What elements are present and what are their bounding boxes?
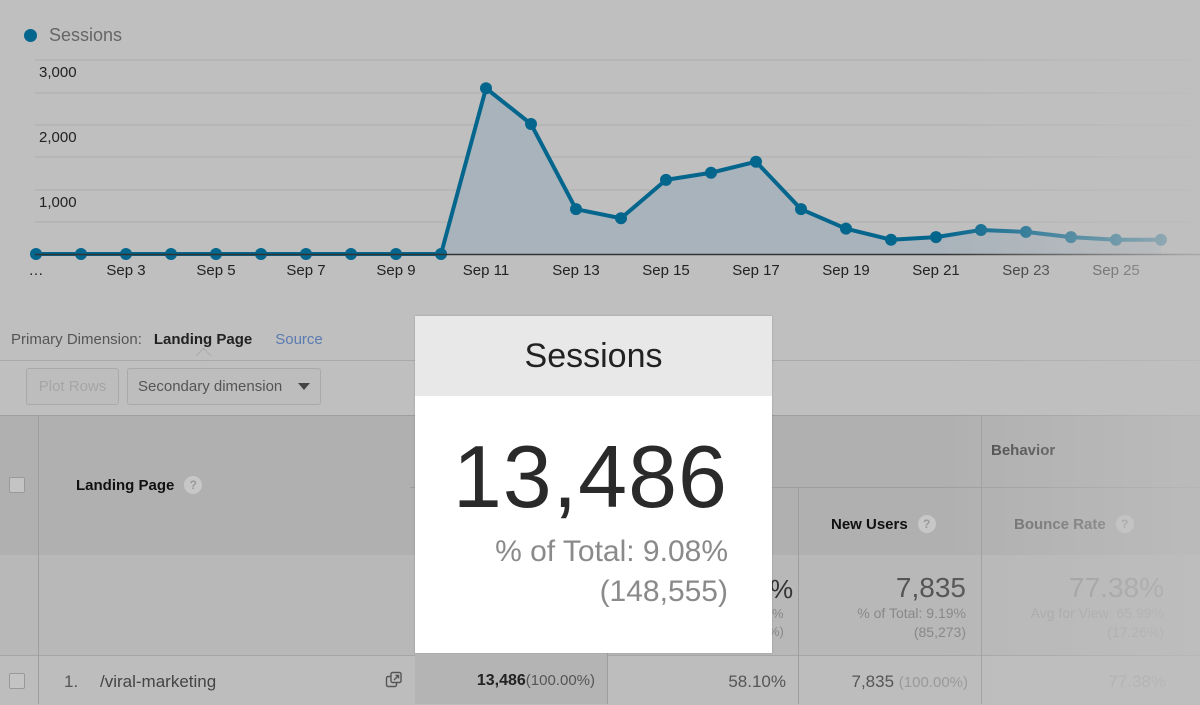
row-pct-new-sessions: 58.10% [728, 672, 786, 691]
data-point[interactable] [930, 231, 942, 244]
chart-legend: Sessions [24, 25, 122, 46]
totals-new-users: 7,835 [895, 572, 966, 603]
legend-label: Sessions [49, 25, 123, 45]
divider [410, 487, 1200, 488]
card-title: Sessions [415, 316, 772, 396]
data-point[interactable] [1020, 225, 1032, 238]
totals-pct-new-sessions: % [770, 574, 794, 604]
x-tick-label: Sep 21 [912, 262, 960, 279]
data-point[interactable] [660, 173, 672, 186]
x-tick-label: Sep 11 [462, 262, 510, 279]
card-total: (148,555) [599, 575, 728, 608]
data-point[interactable] [480, 82, 492, 95]
x-tick-label: Sep 19 [822, 262, 870, 279]
row-new-users-value: 7,835 [851, 672, 895, 691]
data-point[interactable] [570, 203, 582, 216]
card-subtext: % of Total: 9.08% (148,555) [495, 532, 728, 612]
caret-down-icon [298, 383, 310, 390]
help-icon[interactable]: ? [184, 476, 203, 494]
header-landing-page-label: Landing Page [76, 476, 175, 494]
totals-bounce-diff: (17.26%) [1107, 624, 1164, 640]
header-bounce-rate-label: Bounce Rate [1014, 515, 1106, 533]
data-point[interactable] [615, 212, 627, 225]
data-point[interactable] [1065, 231, 1077, 244]
secondary-dimension-dropdown[interactable]: Secondary dimension [127, 368, 321, 405]
data-point[interactable] [795, 203, 807, 216]
data-point[interactable] [750, 155, 762, 168]
header-behavior-label: Behavior [991, 442, 1056, 459]
divider [798, 487, 799, 704]
select-all-checkbox[interactable] [9, 477, 25, 493]
y-tick-3000: 3,000 [39, 64, 77, 81]
x-tick-label: Sep 15 [642, 262, 690, 279]
card-sessions-value: 13,486 [452, 427, 728, 526]
sessions-cell-highlight [415, 655, 607, 704]
plot-rows-label: Plot Rows [38, 378, 107, 395]
sessions-chart: Sessions 3,000 2,000 1,000 … Sep 3 Sep 5 Se… [0, 0, 1200, 300]
row-sessions-pct: (100.00%) [525, 672, 595, 689]
row-sessions-value: 13,486 [476, 672, 526, 689]
plot-rows-button[interactable]: Plot Rows [26, 368, 119, 405]
x-tick-label: Sep 5 [196, 262, 236, 279]
row-bounce-rate: 77.38% [1108, 672, 1166, 691]
x-tick-label: Sep 3 [106, 262, 146, 279]
totals-bounce-rate: 77.38% [1069, 572, 1164, 603]
x-tick-label: Sep 17 [732, 262, 780, 279]
open-in-new-window-icon[interactable] [385, 671, 403, 689]
x-tick-label: Sep 23 [1002, 262, 1050, 279]
header-landing-page[interactable]: Landing Page ? [76, 476, 203, 494]
chart-plot[interactable] [0, 0, 1200, 300]
row-index: 1. [64, 672, 79, 691]
sessions-legend-dot-icon [24, 29, 37, 42]
y-tick-2000: 2,000 [39, 129, 77, 146]
help-icon[interactable]: ? [917, 515, 936, 533]
row-new-users-pct: (100.00%) [898, 674, 968, 691]
x-tick-label: Sep 9 [376, 262, 416, 279]
data-point[interactable] [885, 233, 897, 246]
x-tick-label: … [28, 262, 44, 279]
data-point[interactable] [1110, 233, 1122, 246]
primary-dimension-bar: Primary Dimension: Landing Page Source [11, 331, 323, 348]
x-tick-label: Sep 13 [552, 262, 600, 279]
totals-bounce-avg: Avg for View: 65.99% [1030, 605, 1164, 621]
totals-pct-new-sessions-sub: % [772, 606, 784, 621]
divider [981, 415, 982, 704]
data-point[interactable] [840, 222, 852, 235]
row-sessions: 13,486(100.00%) [477, 672, 595, 690]
header-bounce-rate[interactable]: Bounce Rate ? [1014, 515, 1134, 533]
totals-new-users-pct: % of Total: 9.19% [857, 605, 966, 621]
dimension-landing-page[interactable]: Landing Page [153, 331, 253, 348]
data-point[interactable] [1155, 233, 1167, 246]
x-tick-label: Sep 7 [286, 262, 326, 279]
row-landing-page-link[interactable]: /viral-marketing [100, 672, 217, 691]
y-tick-1000: 1,000 [39, 194, 77, 211]
divider [38, 415, 39, 704]
data-point[interactable] [975, 223, 987, 236]
help-icon[interactable]: ? [1115, 515, 1134, 533]
data-point[interactable] [525, 118, 537, 130]
header-behavior-group: Behavior [991, 442, 1055, 459]
card-pct-of-total: % of Total: 9.08% [495, 535, 728, 568]
dimension-source-link[interactable]: Source [275, 331, 323, 348]
header-new-users[interactable]: New Users ? [831, 515, 936, 533]
x-tick-label: Sep 25 [1092, 262, 1140, 279]
primary-dimension-label: Primary Dimension: [11, 331, 142, 348]
sessions-highlight-card: Sessions 13,486 % of Total: 9.08% (148,5… [415, 316, 772, 653]
data-point[interactable] [705, 166, 717, 179]
header-new-users-label: New Users [831, 515, 908, 533]
row-new-users: 7,835 (100.00%) [852, 672, 969, 692]
totals-new-users-total: (85,273) [913, 624, 966, 640]
secondary-dimension-label: Secondary dimension [138, 378, 283, 395]
row-checkbox[interactable] [9, 673, 25, 689]
